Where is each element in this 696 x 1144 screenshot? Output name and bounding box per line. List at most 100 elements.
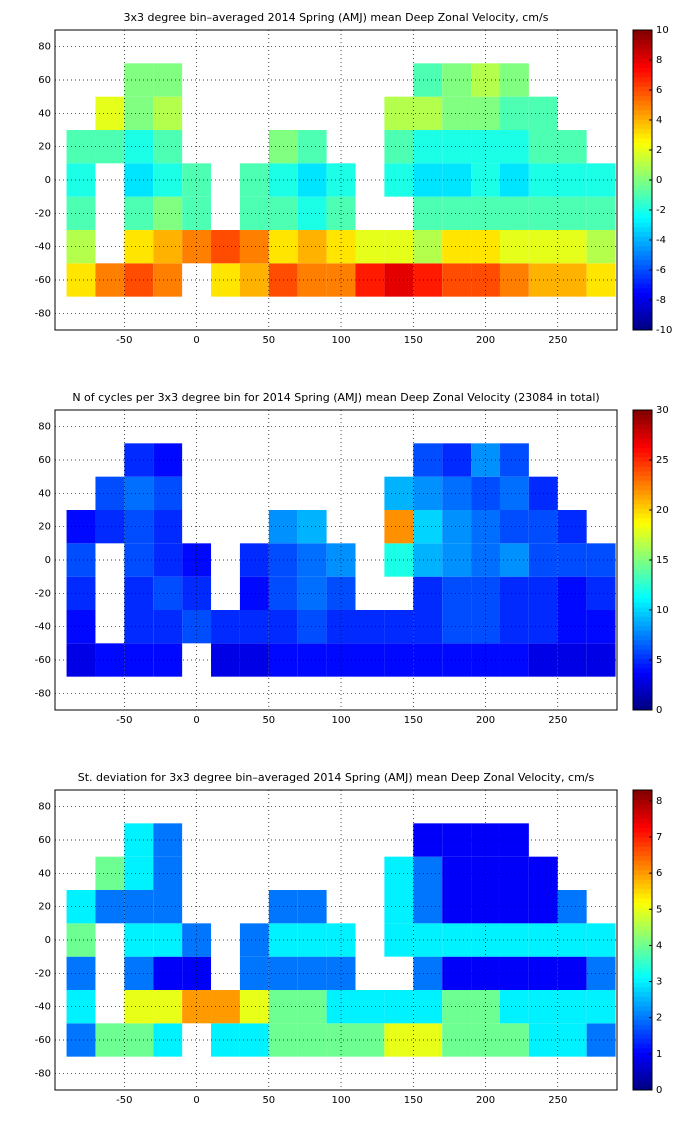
colorbar-segment: [633, 72, 652, 78]
heat-cell: [499, 163, 529, 197]
x-tick-label: 50: [262, 335, 275, 346]
colorbar-segment: [633, 123, 652, 129]
colorbar-segment: [633, 569, 652, 575]
colorbar-segment: [633, 217, 652, 223]
colorbar-segment: [633, 208, 652, 214]
chart-title: St. deviation for 3x3 degree bin–average…: [78, 771, 595, 784]
heat-cell: [384, 890, 414, 924]
heat-cell: [499, 543, 529, 577]
colorbar-segment: [633, 273, 652, 279]
colorbar-segment: [633, 790, 652, 796]
colorbar-segment: [633, 865, 652, 871]
colorbar-segment: [633, 986, 652, 993]
heat-cell: [239, 263, 269, 297]
colorbar-segment: [633, 142, 652, 148]
heat-cell: [499, 923, 529, 957]
x-tick-label: 250: [548, 715, 567, 726]
colorbar-segment: [633, 433, 652, 439]
colorbar-segment: [633, 1080, 652, 1086]
colorbar-segment: [633, 653, 652, 659]
colorbar-segment: [633, 635, 652, 641]
y-tick-label: -20: [35, 588, 51, 599]
heat-cell: [499, 643, 529, 677]
colorbar-segment: [633, 90, 652, 97]
colorbar-tick-label: 7: [656, 832, 662, 843]
x-tick-label: 100: [332, 1095, 351, 1106]
y-tick-label: 80: [38, 802, 51, 813]
colorbar-segment: [633, 1029, 652, 1035]
colorbar-segment: [633, 438, 652, 444]
y-tick-label: -60: [35, 655, 51, 666]
y-tick-label: 0: [45, 555, 51, 566]
colorbar-segment: [633, 147, 652, 153]
heat-cell: [239, 1023, 269, 1057]
heat-cell: [297, 610, 327, 644]
colorbar-segment: [633, 44, 652, 50]
colorbar-segment: [633, 630, 652, 636]
colorbar-segment: [633, 879, 652, 885]
colorbar-segment: [633, 1071, 652, 1077]
x-tick-label: -50: [116, 1095, 132, 1106]
colorbar-segment: [633, 625, 652, 631]
colorbar-segment: [633, 667, 652, 673]
heat-cell: [442, 543, 472, 577]
heat-cell: [297, 230, 327, 264]
x-tick-label: 200: [476, 1095, 495, 1106]
heat-cell: [124, 856, 154, 890]
colorbar-segment: [633, 105, 652, 111]
heat-cell: [124, 443, 154, 477]
colorbar-segment: [633, 198, 652, 204]
heat-cell: [297, 923, 327, 957]
heat-cell: [239, 196, 269, 230]
chart-title: 3x3 degree bin–averaged 2014 Spring (AMJ…: [124, 11, 549, 24]
y-tick-label: 60: [38, 835, 51, 846]
colorbar-segment: [633, 311, 652, 317]
colorbar-tick-label: 0: [656, 1085, 662, 1096]
colorbar-segment: [633, 259, 652, 265]
heat-cell: [297, 163, 327, 197]
heat-cell: [442, 610, 472, 644]
colorbar-tick-label: 6: [656, 868, 662, 879]
colorbar-segment: [633, 485, 652, 491]
colorbar-segment: [633, 114, 652, 120]
colorbar-segment: [633, 156, 652, 162]
colorbar-tick-label: 10: [656, 605, 669, 616]
colorbar-segment: [633, 292, 652, 298]
heat-cell: [124, 923, 154, 957]
colorbar-segment: [633, 649, 652, 655]
y-tick-label: 20: [38, 142, 51, 153]
x-tick-label: 100: [332, 335, 351, 346]
colorbar-segment: [633, 658, 652, 664]
colorbar-tick-label: -2: [656, 205, 666, 216]
colorbar-segment: [633, 560, 652, 566]
heat-cell: [557, 923, 587, 957]
heat-cell: [442, 576, 472, 610]
colorbar-segment: [633, 555, 652, 561]
colorbar-segment: [633, 963, 652, 969]
heat-cell: [297, 263, 327, 297]
heat-cell: [384, 130, 414, 164]
colorbar-segment: [633, 1047, 652, 1053]
colorbar-segment: [633, 818, 652, 824]
y-tick-label: 0: [45, 175, 51, 186]
colorbar-segment: [633, 226, 652, 233]
colorbar-segment: [633, 250, 652, 256]
heat-cell: [499, 63, 529, 97]
y-tick-label: 20: [38, 902, 51, 913]
colorbar-segment: [633, 499, 652, 505]
heat-cell: [442, 196, 472, 230]
heat-cell: [297, 196, 327, 230]
heat-cell: [124, 990, 154, 1024]
y-tick-label: -40: [35, 1002, 51, 1013]
heat-cell: [557, 163, 587, 197]
heat-cell: [499, 890, 529, 924]
colorbar-segment: [633, 911, 652, 918]
colorbar-tick-label: 4: [656, 115, 662, 126]
colorbar-segment: [633, 222, 652, 228]
colorbar-segment: [633, 489, 652, 495]
colorbar-segment: [633, 236, 652, 242]
colorbar-segment: [633, 996, 652, 1002]
colorbar-segment: [633, 1019, 652, 1025]
colorbar-tick-label: 15: [656, 555, 669, 566]
